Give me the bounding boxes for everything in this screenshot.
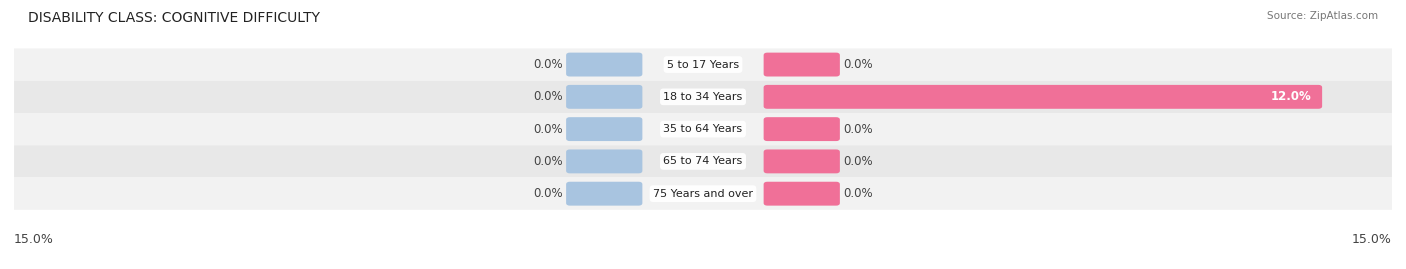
FancyBboxPatch shape <box>763 182 839 206</box>
Legend: Male, Female: Male, Female <box>634 264 772 269</box>
FancyBboxPatch shape <box>763 150 839 173</box>
Text: 0.0%: 0.0% <box>533 187 562 200</box>
Text: 0.0%: 0.0% <box>533 58 562 71</box>
Text: DISABILITY CLASS: COGNITIVE DIFFICULTY: DISABILITY CLASS: COGNITIVE DIFFICULTY <box>28 11 321 25</box>
Text: 0.0%: 0.0% <box>844 58 873 71</box>
FancyBboxPatch shape <box>567 182 643 206</box>
FancyBboxPatch shape <box>14 113 1392 145</box>
Text: 0.0%: 0.0% <box>533 90 562 103</box>
Text: 5 to 17 Years: 5 to 17 Years <box>666 59 740 70</box>
Text: Source: ZipAtlas.com: Source: ZipAtlas.com <box>1267 11 1378 21</box>
Text: 0.0%: 0.0% <box>844 155 873 168</box>
FancyBboxPatch shape <box>14 48 1392 81</box>
FancyBboxPatch shape <box>763 85 1322 109</box>
Text: 0.0%: 0.0% <box>844 187 873 200</box>
Text: 65 to 74 Years: 65 to 74 Years <box>664 156 742 167</box>
FancyBboxPatch shape <box>14 178 1392 210</box>
FancyBboxPatch shape <box>14 81 1392 113</box>
Text: 0.0%: 0.0% <box>533 123 562 136</box>
Text: 15.0%: 15.0% <box>1353 233 1392 246</box>
Text: 12.0%: 12.0% <box>1271 90 1312 103</box>
FancyBboxPatch shape <box>567 150 643 173</box>
Text: 0.0%: 0.0% <box>533 155 562 168</box>
Text: 35 to 64 Years: 35 to 64 Years <box>664 124 742 134</box>
FancyBboxPatch shape <box>763 117 839 141</box>
FancyBboxPatch shape <box>567 117 643 141</box>
FancyBboxPatch shape <box>763 53 839 76</box>
Text: 18 to 34 Years: 18 to 34 Years <box>664 92 742 102</box>
FancyBboxPatch shape <box>567 85 643 109</box>
FancyBboxPatch shape <box>14 145 1392 178</box>
Text: 15.0%: 15.0% <box>14 233 53 246</box>
Text: 0.0%: 0.0% <box>844 123 873 136</box>
Text: 75 Years and over: 75 Years and over <box>652 189 754 199</box>
FancyBboxPatch shape <box>567 53 643 76</box>
